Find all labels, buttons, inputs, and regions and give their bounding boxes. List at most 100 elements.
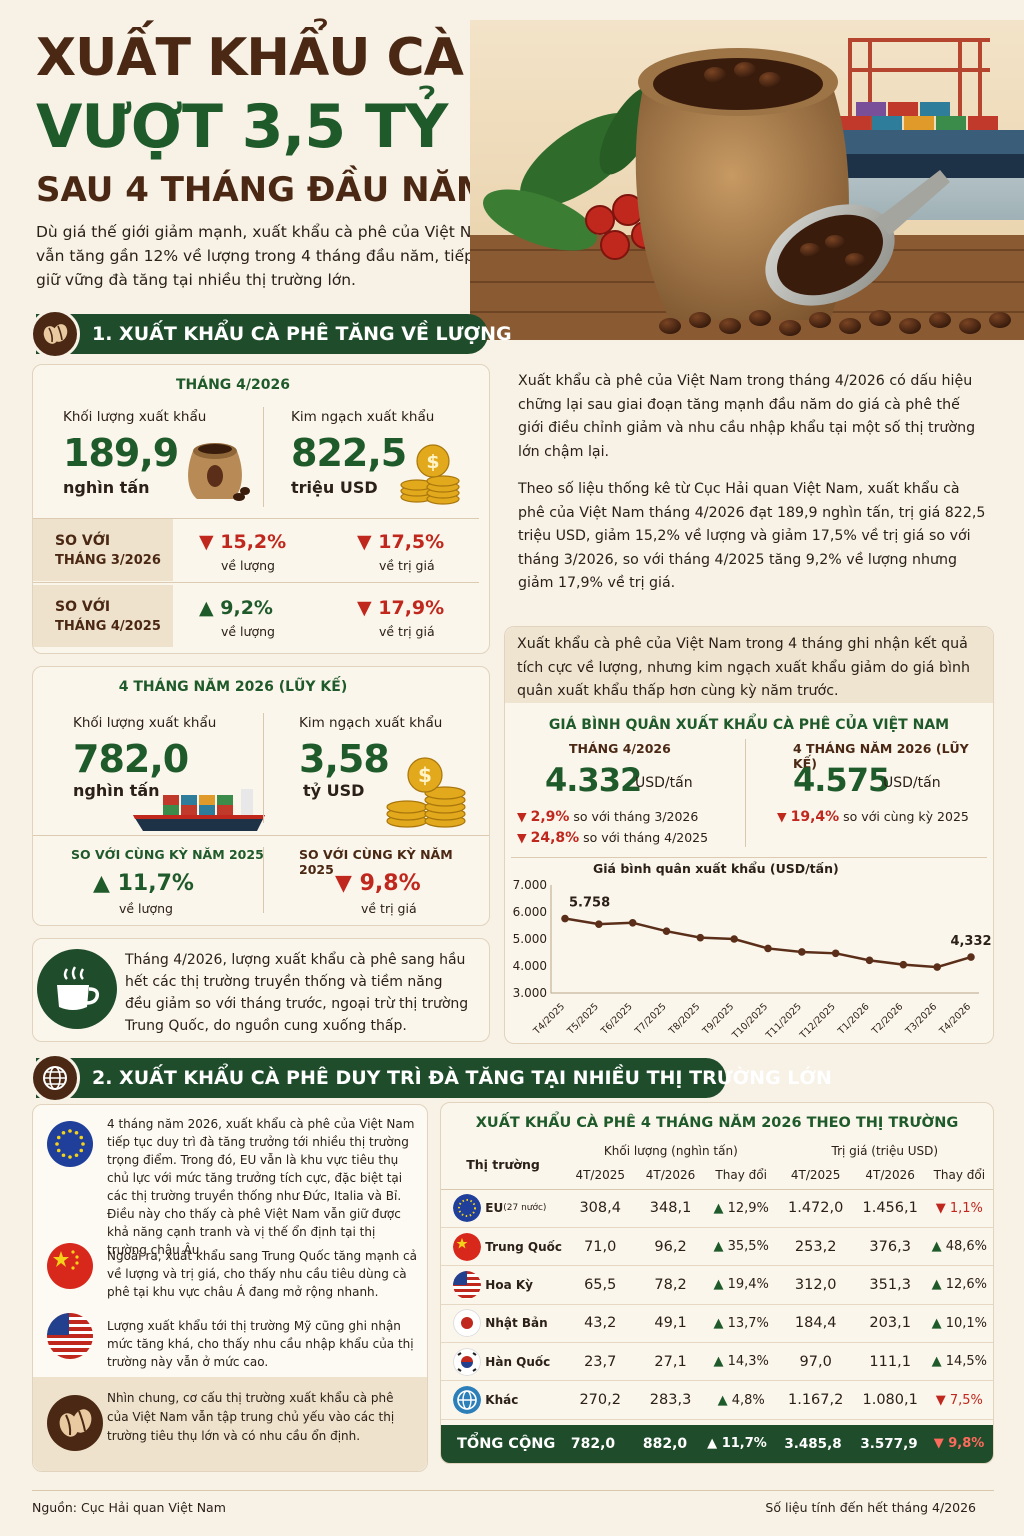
y-tick-label: 4.000 <box>513 959 547 973</box>
row1-val-note: về trị giá <box>379 558 435 573</box>
up-arrow-icon: ▲ <box>93 871 110 896</box>
price-point <box>798 948 806 956</box>
divider <box>263 407 264 507</box>
row2-label1: SO VỚI <box>55 599 111 615</box>
up-arrow-icon: ▲ <box>713 1354 724 1370</box>
market-note-usa: Lượng xuất khẩu tới thị trường Mỹ cũng g… <box>107 1319 414 1369</box>
up-arrow-icon: ▲ <box>931 1239 942 1255</box>
up-arrow-icon: ▲ <box>713 1239 724 1255</box>
cell-val-2026: 111,1 <box>869 1353 911 1370</box>
price-left-c1: ▼ 2,9% so với tháng 3/2026 <box>517 809 699 825</box>
section1-para2: Theo số liệu thống kê từ Cục Hải quan Vi… <box>518 481 986 591</box>
total-row: TỔNG CỘNG 782,0 882,0 ▲ 11,7% 3.485,8 3.… <box>441 1425 993 1463</box>
price-right-head: 4 THÁNG NĂM 2026 (LŨY KẾ) <box>793 741 969 771</box>
x-tick-label: T8/2025 <box>666 1001 702 1037</box>
y-tick-label: 6.000 <box>513 905 547 919</box>
cum-cmp-left-note: về lượng <box>119 901 173 916</box>
x-tick-label: T11/2025 <box>763 1001 804 1041</box>
cell-vol-change: ▲ 35,5% <box>713 1239 769 1255</box>
month-value-label: Kim ngạch xuất khẩu <box>291 409 435 425</box>
eu-star <box>61 1153 66 1158</box>
cum-cmp-right: ▼ 9,8% <box>335 871 421 896</box>
cum-cmp-right-label: SO VỚI CÙNG KỲ NĂM 2025 <box>299 847 453 877</box>
cell-val-2025: 253,2 <box>794 1238 837 1255</box>
cell-val-2026: 376,3 <box>869 1238 911 1255</box>
cell-vol-2025: 65,5 <box>584 1276 617 1293</box>
up-arrow-icon: ▲ <box>199 597 214 619</box>
down-arrow-icon: ▼ <box>335 871 352 896</box>
up-arrow-icon: ▲ <box>713 1315 724 1331</box>
footer-divider <box>32 1490 994 1491</box>
price-right-unit: USD/tấn <box>883 775 941 791</box>
eu-star <box>68 1129 72 1133</box>
china-flag-icon <box>453 1232 481 1261</box>
svg-text:$: $ <box>418 763 432 787</box>
x-tick-label: T4/2026 <box>937 1001 973 1037</box>
y-tick-label: 3.000 <box>513 986 547 1000</box>
col-header: Thay đổi <box>933 1167 986 1182</box>
cell-vol-2025: 71,0 <box>584 1238 617 1255</box>
cumulative-card-title: 4 THÁNG NĂM 2026 (LŨY KẾ) <box>118 679 348 695</box>
down-arrow-icon: ▼ <box>935 1200 946 1216</box>
cell-val-change: ▲ 10,1% <box>931 1315 988 1331</box>
price-point <box>967 953 975 961</box>
cell-val-change: ▼ 1,1% <box>935 1200 983 1216</box>
x-tick-label: T7/2025 <box>632 1001 668 1037</box>
market-name: Nhật Bản <box>485 1316 548 1331</box>
divider <box>745 739 746 847</box>
down-arrow-icon: ▼ <box>933 1436 944 1451</box>
cell-val-2026: 1.456,1 <box>862 1200 918 1217</box>
cell-val-2025: 312,0 <box>794 1276 837 1293</box>
cell-val-2026: 351,3 <box>869 1276 911 1293</box>
price-point <box>831 949 840 958</box>
data-label: 5.758 <box>569 896 610 911</box>
row-divider <box>33 835 489 836</box>
cum-cmp-left-label: SO VỚI CÙNG KỲ NĂM 2025 <box>71 847 264 862</box>
eu-star <box>56 1148 61 1153</box>
row2-label-bg <box>33 585 173 647</box>
month-value-value: 822,5 <box>291 431 407 475</box>
china-flag-icon <box>47 1243 93 1289</box>
down-arrow-icon: ▼ <box>357 597 372 619</box>
x-tick-label: T1/2026 <box>835 1001 871 1037</box>
section1-para1: Xuất khẩu cà phê của Việt Nam trong thán… <box>518 373 976 460</box>
x-tick-label: T2/2026 <box>869 1001 905 1037</box>
market-table-title: XUẤT KHẨU CÀ PHÊ 4 THÁNG NĂM 2026 THEO T… <box>475 1115 959 1131</box>
down-arrow-icon: ▼ <box>935 1392 946 1408</box>
up-arrow-icon: ▲ <box>931 1277 942 1293</box>
up-arrow-icon: ▲ <box>707 1436 718 1451</box>
price-intro-bg <box>505 627 993 703</box>
y-tick-label: 7.000 <box>513 878 547 892</box>
divider <box>263 713 264 823</box>
svg-text:$: $ <box>426 451 439 473</box>
price-point <box>696 933 705 942</box>
price-point <box>865 956 874 965</box>
eu-star <box>68 1155 72 1159</box>
cum-value-label: Kim ngạch xuất khẩu <box>299 715 443 731</box>
row-divider <box>33 582 479 583</box>
y-tick-label: 5.000 <box>513 932 547 946</box>
divider <box>263 847 264 913</box>
cell-val-change: ▼ 7,5% <box>935 1392 983 1408</box>
price-right-c1: ▼ 19,4% so với cùng kỳ 2025 <box>777 809 969 825</box>
price-point <box>933 963 941 971</box>
row2-label2: THÁNG 4/2025 <box>55 619 161 634</box>
section1-note-card: Tháng 4/2026, lượng xuất khẩu cà phê san… <box>32 938 490 1042</box>
cell-vol-2025: 23,7 <box>584 1353 617 1370</box>
row-divider <box>511 857 987 858</box>
table-row: Nhật Bản 43,2 49,1 ▲ 13,7% 184,4 203,1 ▲ 10,1% <box>441 1304 993 1343</box>
usa-flag-icon <box>47 1313 93 1359</box>
price-point <box>764 944 772 953</box>
table-row: Trung Quốc 71,0 96,2 ▲ 35,5% 253,2 376,3 ▲ 48,… <box>441 1227 993 1266</box>
cell-val-2025: 184,4 <box>794 1315 837 1332</box>
data-label: 4,332 <box>950 934 991 949</box>
cell-val-2026: 1.080,1 <box>862 1392 918 1409</box>
cell-vol-2026: 96,2 <box>654 1238 687 1255</box>
cum-volume-value: 782,0 <box>73 737 189 781</box>
coffee-cup-icon <box>37 949 117 1029</box>
cell-vol-change: ▲ 14,3% <box>713 1354 769 1370</box>
group-volume-header: Khối lượng (nghìn tấn) <box>603 1144 738 1158</box>
globe-icon <box>453 1386 481 1415</box>
market-name: Khác <box>485 1393 519 1408</box>
cell-val-change: ▲ 14,5% <box>931 1354 988 1370</box>
